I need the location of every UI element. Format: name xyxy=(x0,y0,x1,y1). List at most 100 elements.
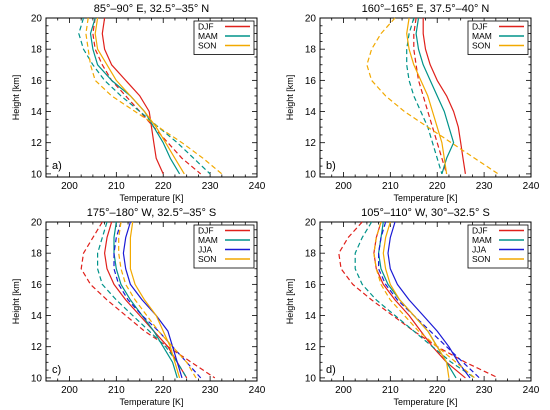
legend-box xyxy=(467,224,529,269)
y-tick-label: 12 xyxy=(305,342,317,353)
x-tick-label: 230 xyxy=(202,385,219,396)
x-tick-label: 230 xyxy=(476,181,493,192)
y-tick-label: 18 xyxy=(305,249,317,260)
panel-title: 85°–90° E, 32.5°–35° N xyxy=(94,3,210,15)
x-axis-label: Temperature [K] xyxy=(119,397,183,407)
series-line-son-solid xyxy=(129,221,181,379)
series-line-son-solid xyxy=(382,221,450,378)
series-line-jja-solid xyxy=(122,221,183,379)
series-line-son-dashed xyxy=(366,17,499,175)
series-line-djf-solid xyxy=(103,221,188,379)
y-tick-label: 14 xyxy=(305,311,317,322)
series-line-mam-dashed xyxy=(406,17,443,175)
y-axis-label: Height [km] xyxy=(11,279,21,325)
series-line-djf-solid xyxy=(101,17,164,175)
legend-label: MAM xyxy=(198,235,218,245)
y-tick-label: 12 xyxy=(31,138,43,149)
panel-c: 175°–180° W, 32.5°–35° S 200 210 220 230 240 1… xyxy=(11,207,266,407)
y-tick-label: 16 xyxy=(31,76,43,87)
legend-box xyxy=(193,224,255,269)
x-tick-label: 210 xyxy=(108,181,125,192)
panel-label: b) xyxy=(326,160,336,172)
x-tick-label: 240 xyxy=(249,385,266,396)
panel-label: c) xyxy=(52,364,61,376)
panel-title: 105°–110° W, 30°–32.5° S xyxy=(361,207,490,219)
y-tick-label: 16 xyxy=(305,280,317,291)
legend-label: DJF xyxy=(198,226,214,236)
series-line-mam-solid xyxy=(113,221,178,379)
y-tick-label: 12 xyxy=(31,342,43,353)
legend-label: MAM xyxy=(472,31,492,41)
y-tick-label: 14 xyxy=(305,107,317,118)
panel-d: 105°–110° W, 30°–32.5° S 200 210 220 230 240 1… xyxy=(285,207,540,407)
x-tick-label: 210 xyxy=(382,181,399,192)
series-line-djf-dashed xyxy=(413,17,448,175)
x-tick-label: 230 xyxy=(476,385,493,396)
legend-label: DJF xyxy=(198,22,214,32)
legend-label: MAM xyxy=(472,235,492,245)
x-axis-label: Temperature [K] xyxy=(393,397,457,407)
y-axis-label: Height [km] xyxy=(285,279,295,325)
series-line-son-dashed xyxy=(373,221,476,379)
series-line-son-solid xyxy=(94,17,185,175)
series-line-djf-solid xyxy=(422,18,466,174)
panel-b: 160°–165° E, 37.5°–40° N 200 210 220 230 240 1… xyxy=(285,3,540,203)
y-tick-label: 10 xyxy=(31,373,43,384)
y-tick-label: 10 xyxy=(305,169,317,180)
x-axis-label: Temperature [K] xyxy=(393,193,457,203)
series-line-son-dashed xyxy=(118,221,197,379)
y-axis-label: Height [km] xyxy=(285,75,295,121)
x-tick-label: 240 xyxy=(523,385,540,396)
y-tick-label: 18 xyxy=(305,45,317,56)
panel-a: 85°–90° E, 32.5°–35° N 200 210 220 230 240 10 1… xyxy=(11,3,266,203)
x-tick-label: 220 xyxy=(155,385,172,396)
x-tick-label: 200 xyxy=(335,385,352,396)
y-tick-label: 14 xyxy=(31,107,43,118)
y-axis-label: Height [km] xyxy=(11,75,21,121)
y-tick-label: 20 xyxy=(31,218,43,229)
x-axis-label: Temperature [K] xyxy=(119,193,183,203)
legend-label: DJF xyxy=(472,226,488,236)
x-tick-label: 200 xyxy=(61,181,78,192)
series-line-djf-dashed xyxy=(92,17,202,175)
legend-label: SON xyxy=(198,41,216,51)
legend-label: DJF xyxy=(472,22,488,32)
x-tick-label: 240 xyxy=(249,181,266,192)
x-tick-label: 200 xyxy=(335,181,352,192)
x-tick-label: 220 xyxy=(155,181,172,192)
series-line-djf-dashed xyxy=(338,221,499,379)
series-line-jja-dashed xyxy=(113,221,202,379)
legend-label: SON xyxy=(472,254,490,264)
y-tick-label: 10 xyxy=(305,373,317,384)
x-tick-label: 220 xyxy=(429,181,446,192)
panel-label: d) xyxy=(326,364,336,376)
series-line-mam-dashed xyxy=(96,221,188,379)
series-line-son-dashed xyxy=(85,17,223,175)
y-tick-label: 10 xyxy=(31,169,43,180)
legend-label: SON xyxy=(472,41,490,51)
y-tick-label: 12 xyxy=(305,138,317,149)
x-tick-label: 200 xyxy=(61,385,78,396)
legend-box xyxy=(467,20,529,55)
series-line-mam-dashed xyxy=(78,17,211,175)
panel-title: 175°–180° W, 32.5°–35° S xyxy=(87,207,217,219)
series-line-djf-dashed xyxy=(80,221,216,379)
legend-label: JJA xyxy=(472,245,487,255)
x-tick-label: 210 xyxy=(382,385,399,396)
legend-label: SON xyxy=(198,254,216,264)
panel-label: a) xyxy=(52,160,62,172)
y-tick-label: 18 xyxy=(31,45,43,56)
x-tick-label: 220 xyxy=(429,385,446,396)
x-tick-label: 210 xyxy=(108,385,125,396)
y-tick-label: 18 xyxy=(31,249,43,260)
series-line-son-solid xyxy=(406,17,448,174)
series-line-jja-dashed xyxy=(378,221,480,379)
legend-label: JJA xyxy=(198,245,213,255)
x-tick-label: 230 xyxy=(202,181,219,192)
y-tick-label: 20 xyxy=(31,14,43,25)
series-line-jja-solid xyxy=(387,221,471,379)
